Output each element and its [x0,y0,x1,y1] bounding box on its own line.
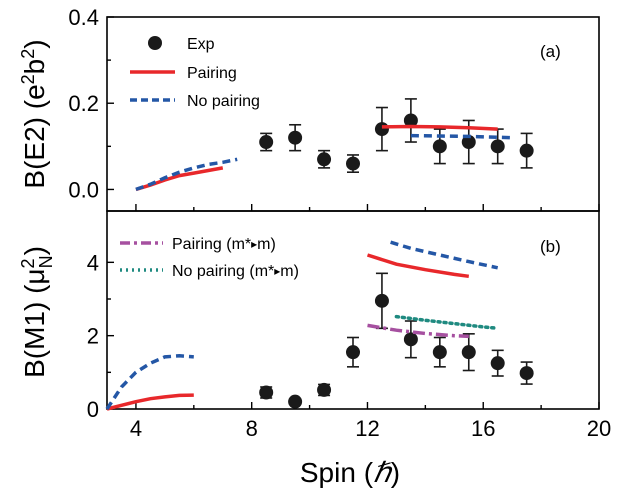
series-b-pairing-1 [366,253,470,279]
exp-point-b-6 [432,345,447,360]
panel-a: 0.0 0.2 0.4 (a) Exp Pairing No pairing B(E… [18,5,600,212]
exp-point-a-4 [374,122,389,137]
xtick-label-4: 20 [587,416,611,441]
series-a-pairing-1 [381,124,498,131]
exp-point-b-8 [490,356,505,371]
series-b-no-pairing-m-m--0 [394,314,500,331]
legend-pairing-label: Pairing [187,65,237,82]
exp-point-a-2 [317,152,332,167]
legend-exp-marker [148,36,162,50]
exp-point-b-5 [403,332,418,347]
exp-point-b-9 [519,366,534,381]
x-axis: 4 8 12 16 20 [130,416,611,441]
xtick-label-3: 16 [471,416,495,441]
legend-no-pairing-mstar-label: No pairing (m*▸m) [172,263,299,280]
panel-b: 0 2 4 (b) Pairing (m*▸m) No pairing (m*▸m)… [18,210,600,422]
exp-point-b-3 [346,345,360,360]
series-a-no-pairing-0 [135,157,238,192]
xtick-label-0: 4 [130,416,142,441]
exp-point-a-1 [288,130,303,145]
exp-point-a-9 [519,143,534,158]
legend-pairing-mstar-label: Pairing (m*▸m) [172,236,276,253]
xtick-label-1: 8 [246,416,258,441]
panel-a-label: (a) [540,42,561,61]
series-a-no-pairing-1 [410,133,513,140]
panel-a-legend: Exp Pairing No pairing [130,36,260,110]
exp-point-b-0 [259,385,274,400]
exp-point-a-8 [490,139,505,154]
panel-b-legend: Pairing (m*▸m) No pairing (m*▸m) [120,236,299,280]
exp-point-a-3 [346,156,360,171]
ytick-label-b-0: 0 [87,397,99,422]
series-b-no-pairing-0 [105,354,194,410]
x-axis-label: Spin (ℏ) [300,457,400,488]
ytick-label-b-2: 4 [87,250,99,275]
ytick-label-b-1: 2 [87,324,99,349]
panel-b-label: (b) [540,237,561,256]
panel-a-ylabel: B(E2) (e2b2) [18,39,50,188]
ytick-label-a-1: 0.2 [68,91,99,116]
exp-point-b-7 [461,345,476,360]
panel-b-ylabel: B(M1) (μ2N) [18,246,56,378]
legend-no-pairing-label: No pairing [187,93,260,110]
ytick-label-a-2: 0.4 [68,5,99,30]
exp-point-a-5 [403,113,418,128]
series-b-pairing-m-m--0 [367,323,469,339]
exp-point-b-2 [317,382,332,397]
exp-point-a-6 [432,139,447,154]
panel-a-frame [106,16,600,212]
ytick-label-a-0: 0.0 [68,177,99,202]
legend-exp-label: Exp [187,36,215,53]
series-b-no-pairing-1 [390,240,499,270]
exp-point-a-0 [259,135,274,150]
exp-point-b-1 [288,394,303,409]
exp-point-b-4 [374,293,389,308]
xtick-label-2: 12 [355,416,379,441]
series-b-pairing-0 [106,393,194,411]
exp-point-a-7 [461,135,476,150]
panel-b-frame [106,210,600,410]
